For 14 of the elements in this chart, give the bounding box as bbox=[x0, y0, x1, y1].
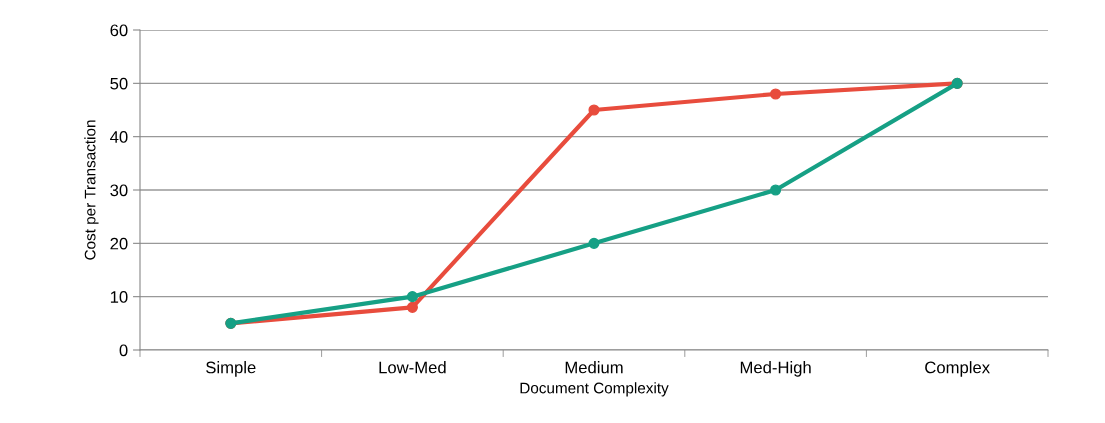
y-axis-title: Cost per Transaction bbox=[84, 120, 99, 260]
y-tick-label: 0 bbox=[119, 344, 128, 357]
y-tick-label: 50 bbox=[110, 77, 128, 90]
x-tick-label: Medium bbox=[565, 361, 623, 374]
y-tick-label: 30 bbox=[110, 184, 128, 197]
y-tick-label: 60 bbox=[110, 24, 128, 37]
x-tick-label: Complex bbox=[925, 361, 990, 377]
y-tick-label: 20 bbox=[110, 237, 128, 250]
x-axis-title: Document Complexity bbox=[520, 382, 669, 397]
x-tick-label: Med-High bbox=[740, 361, 811, 377]
x-tick-label: Simple bbox=[206, 361, 256, 377]
y-tick-label: 10 bbox=[110, 291, 128, 303]
y-tick-label: 40 bbox=[110, 131, 128, 143]
x-tick-label: Low-Med bbox=[379, 361, 446, 374]
